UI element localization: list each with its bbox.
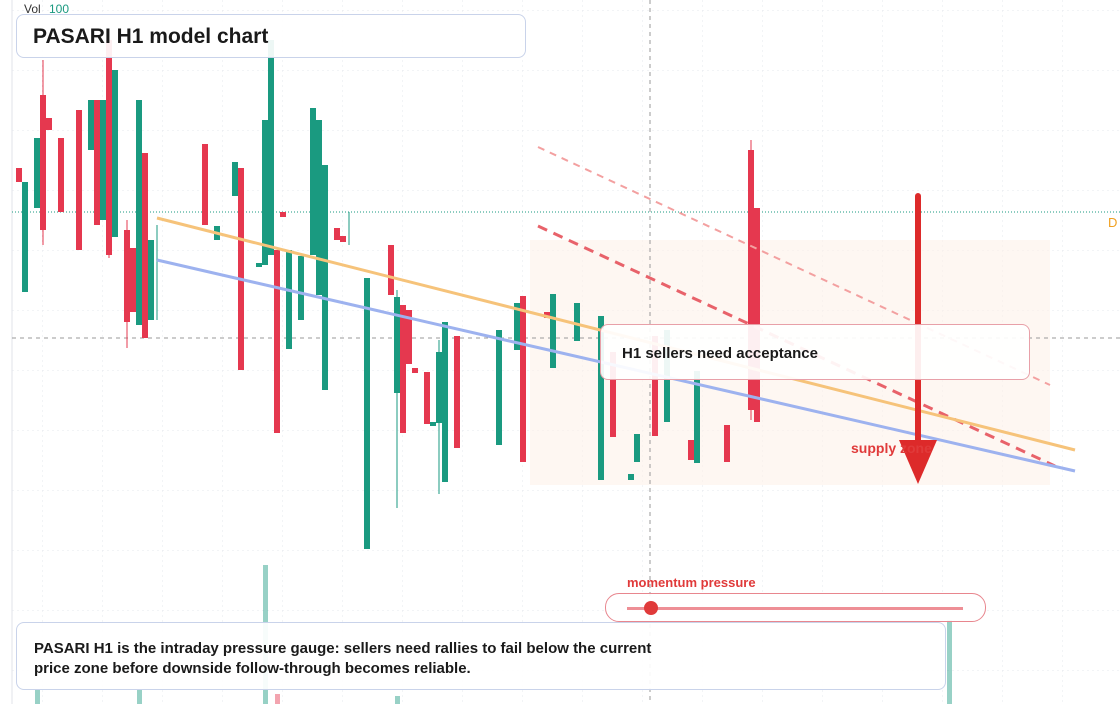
slider-track bbox=[627, 607, 963, 610]
volume-label: Vol bbox=[24, 2, 41, 16]
zone-label: supply zone bbox=[851, 440, 932, 456]
title-card: PASARI H1 model chart bbox=[16, 14, 526, 58]
slider[interactable] bbox=[605, 593, 986, 622]
note-text: PASARI H1 is the intraday pressure gauge… bbox=[34, 640, 652, 677]
slider-label: momentum pressure bbox=[627, 575, 756, 590]
edge-label: D bbox=[1108, 215, 1117, 230]
chart-title: PASARI H1 model chart bbox=[33, 25, 269, 48]
down-arrow-head bbox=[899, 440, 937, 484]
callout: H1 sellers need acceptance bbox=[600, 324, 1030, 380]
volume-value: 100 bbox=[49, 2, 69, 16]
slider-knob[interactable] bbox=[644, 601, 658, 615]
trend-dashed bbox=[537, 224, 1056, 468]
callout-text: H1 sellers need acceptance bbox=[622, 345, 818, 362]
note-card: PASARI H1 is the intraday pressure gauge… bbox=[16, 622, 946, 690]
